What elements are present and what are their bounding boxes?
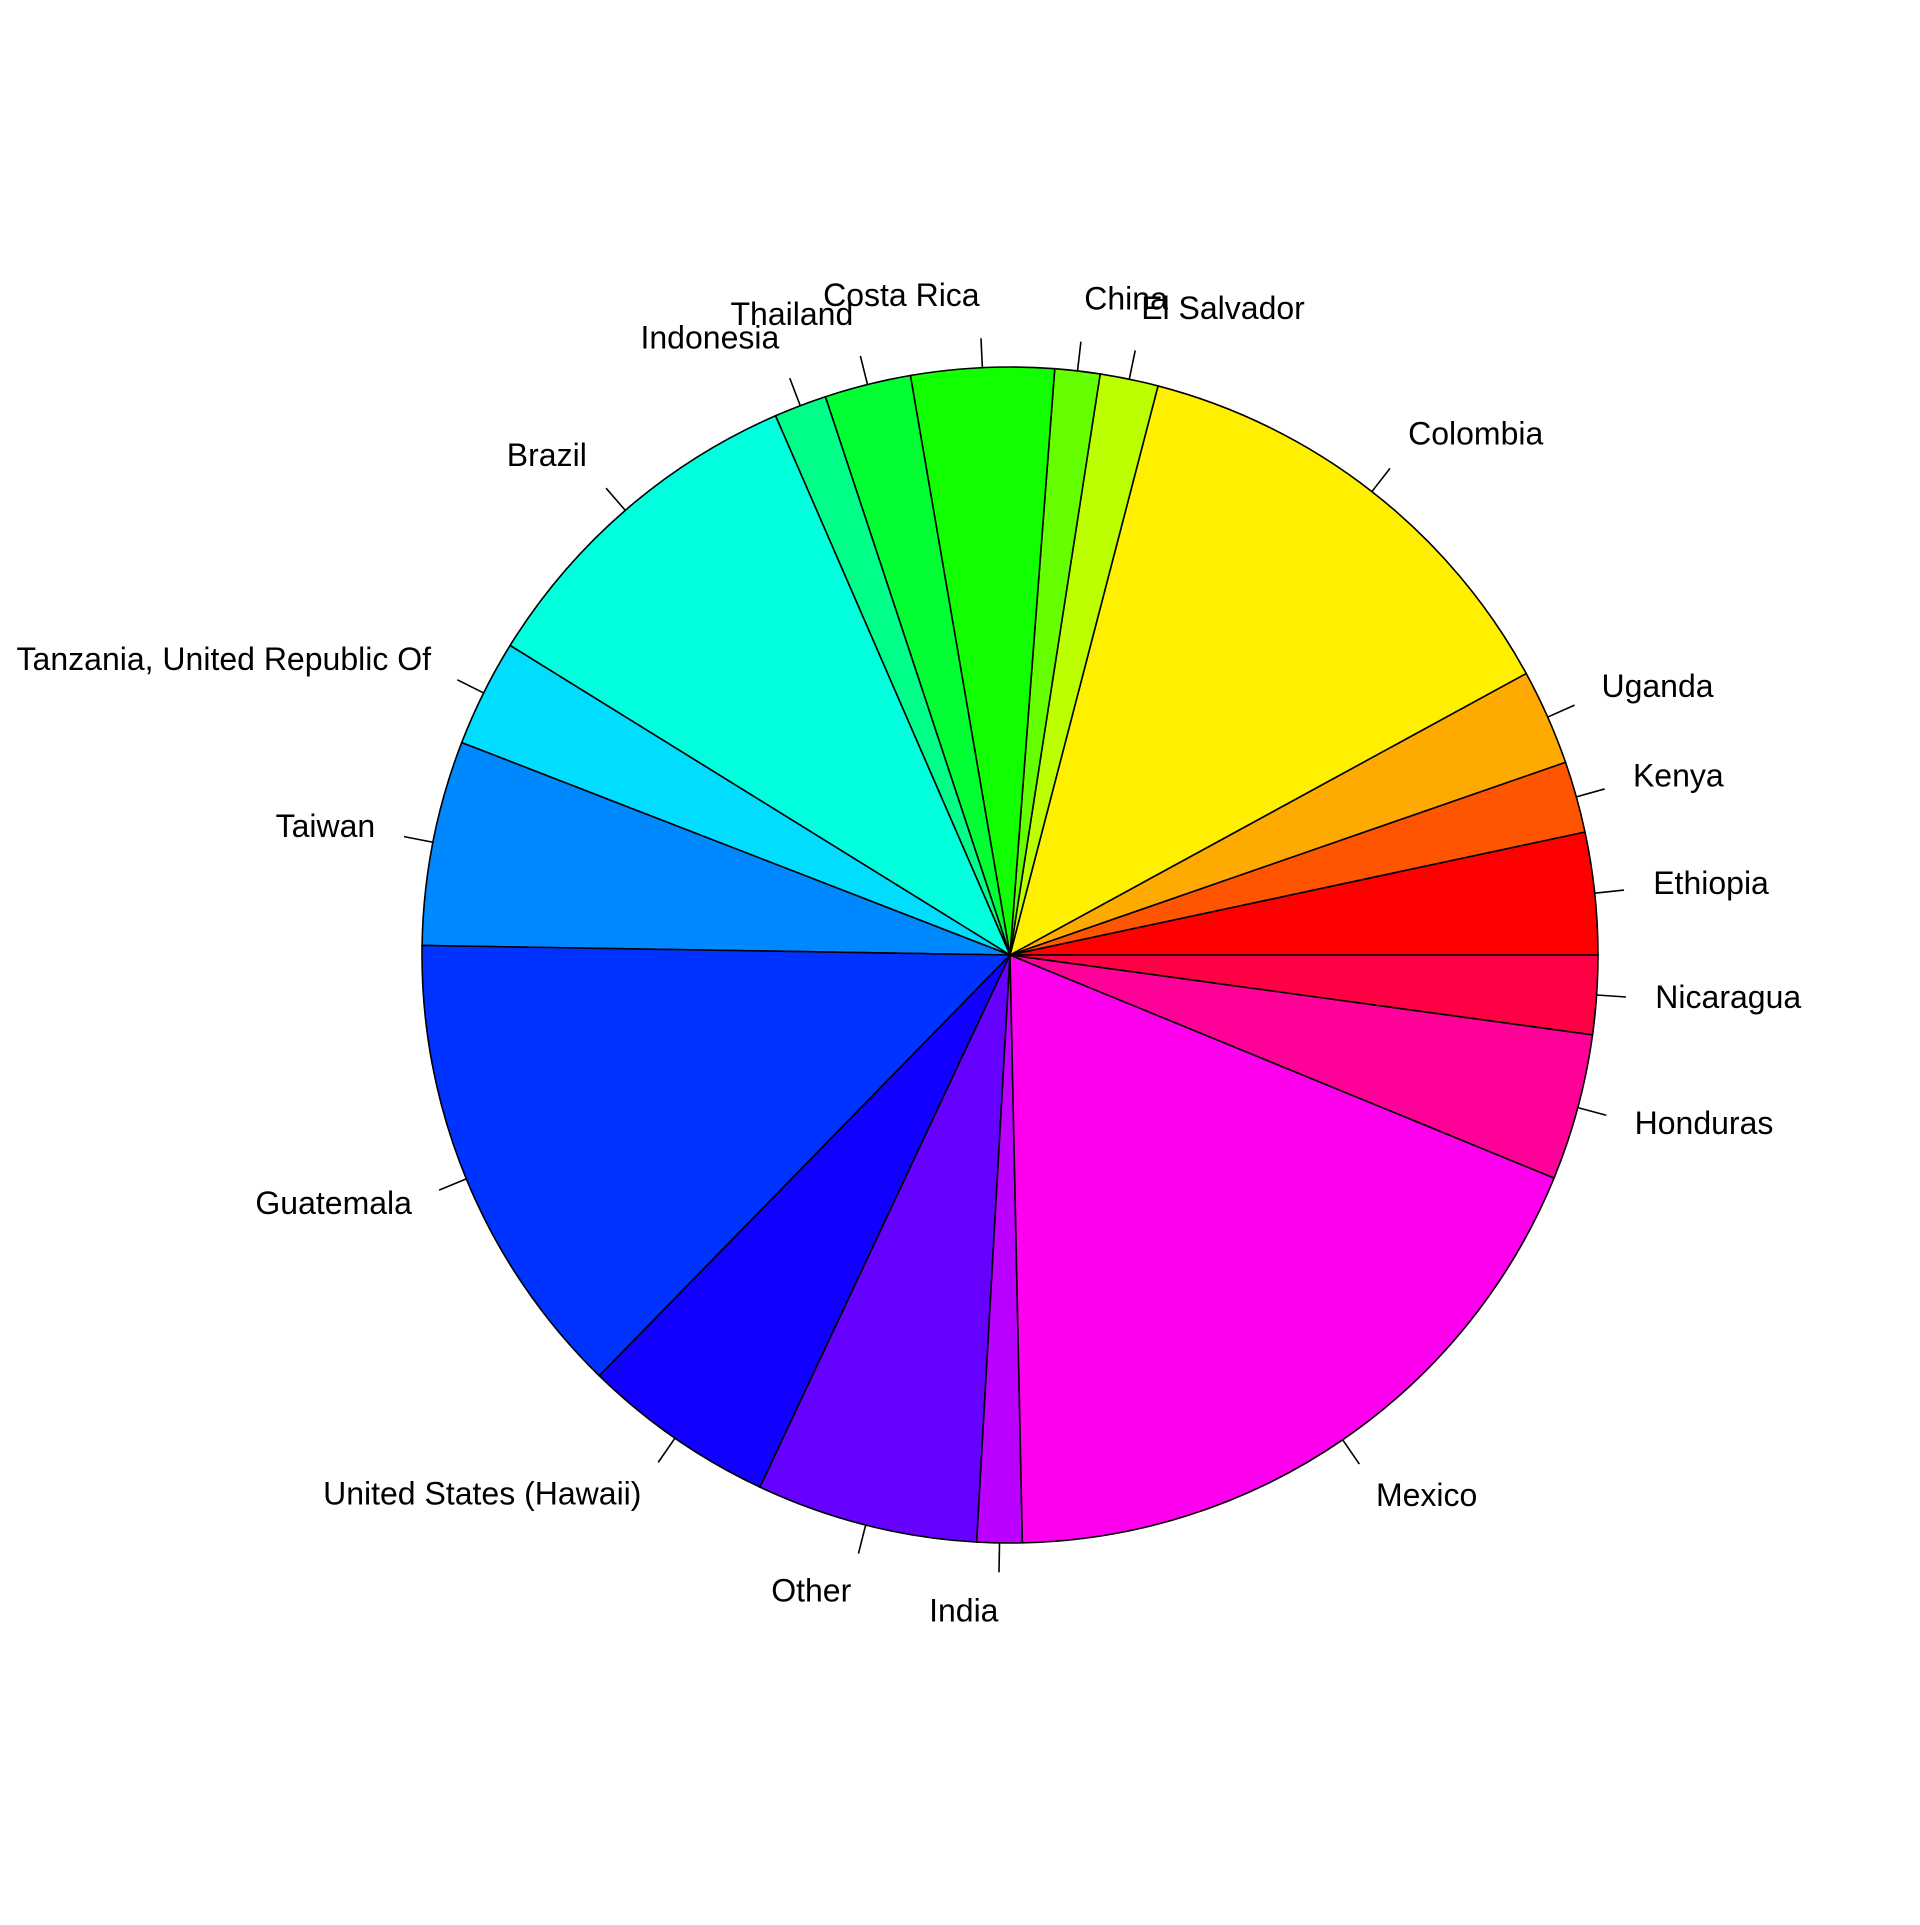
tick-kenya	[1576, 788, 1605, 798]
label-honduras: Honduras	[1635, 1105, 1774, 1141]
tick-ethiopia	[1594, 889, 1625, 894]
tick-guatemala	[438, 1178, 467, 1191]
label-el-salvador: El Salvador	[1141, 290, 1305, 326]
tick-other	[857, 1524, 867, 1554]
tick-brazil	[605, 487, 626, 511]
label-costa-rica: Costa Rica	[823, 277, 980, 313]
label-brazil: Brazil	[507, 437, 587, 473]
slice-nicaragua	[1009, 954, 1599, 1036]
label-uganda: Uganda	[1601, 668, 1713, 704]
label-kenya: Kenya	[1633, 758, 1724, 794]
tick-uganda	[1547, 704, 1575, 718]
tick-colombia	[1371, 467, 1391, 493]
label-indonesia: Indonesia	[640, 320, 779, 356]
label-united-states-hawaii: United States (Hawaii)	[323, 1475, 641, 1511]
tick-china	[1076, 341, 1082, 371]
tick-india	[998, 1542, 1001, 1573]
label-ethiopia: Ethiopia	[1653, 865, 1769, 901]
label-other: Other	[771, 1572, 851, 1608]
tick-taiwan	[403, 835, 434, 844]
ticks-layer	[403, 338, 1627, 1573]
slice-united-states-hawaii	[598, 954, 1011, 1488]
label-guatemala: Guatemala	[255, 1185, 412, 1221]
tick-indonesia	[789, 377, 802, 406]
tick-honduras	[1577, 1106, 1607, 1117]
label-thailand: Thailand	[731, 296, 854, 332]
tick-thailand	[859, 355, 869, 385]
slice-colombia	[1009, 385, 1528, 956]
label-colombia: Colombia	[1408, 416, 1543, 452]
label-tanzania-united-republic-of: Tanzania, United Republic Of	[17, 641, 432, 677]
label-nicaragua: Nicaragua	[1655, 979, 1801, 1015]
label-taiwan: Taiwan	[276, 808, 376, 844]
tick-nicaragua	[1596, 994, 1627, 998]
slice-taiwan	[421, 741, 1011, 956]
tick-tanzania-united-republic-of	[456, 679, 484, 694]
tick-mexico	[1342, 1439, 1360, 1465]
label-india: India	[929, 1592, 999, 1628]
tick-el-salvador	[1128, 350, 1137, 380]
tick-united-states-hawaii	[657, 1437, 676, 1463]
labels-layer: Ethiopia Kenya Uganda Colombia El SalvadorCh…	[17, 277, 1802, 1628]
slice-guatemala	[421, 944, 1011, 1377]
label-mexico: Mexico	[1376, 1477, 1477, 1513]
tick-costa-rica	[980, 338, 984, 368]
label-china: China	[1084, 281, 1168, 317]
slice-other	[759, 954, 1011, 1543]
slices-layer	[421, 366, 1599, 1544]
